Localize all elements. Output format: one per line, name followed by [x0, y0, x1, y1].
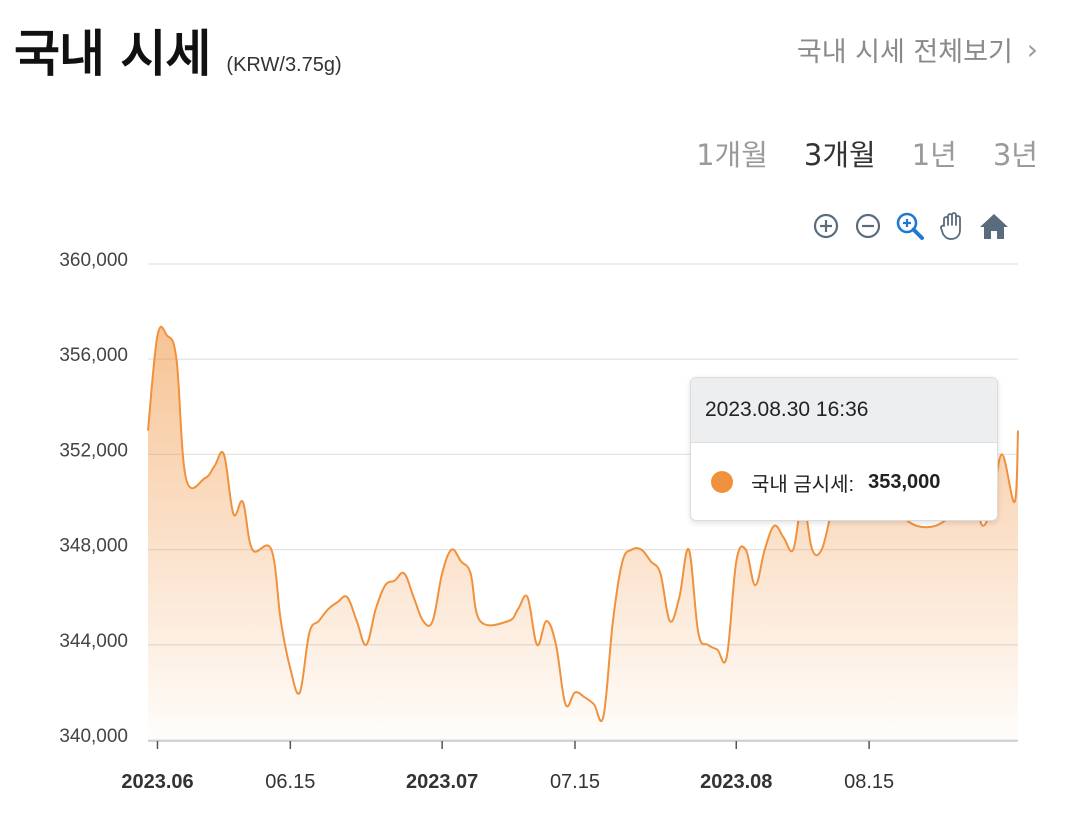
period-tabs: 1개월 3개월 1년 3년 [696, 132, 1038, 174]
tab-3-month[interactable]: 3개월 [803, 138, 876, 172]
tooltip-value: 353,000 [868, 470, 941, 493]
x-tick-label: 2023.06 [121, 771, 193, 793]
view-all-link[interactable]: 국내 시세 전체보기 › [797, 30, 1038, 69]
zoom-out-icon[interactable] [852, 210, 884, 242]
x-tick-label: 2023.07 [406, 771, 478, 793]
chevron-right-icon: › [1026, 33, 1038, 66]
page-title: 국내 시세 [14, 25, 211, 83]
x-tick-label: 06.15 [265, 771, 315, 793]
x-tick-label: 07.15 [550, 771, 600, 793]
series-area [148, 326, 1018, 740]
y-axis: 340,000 344,000 348,000 352,000 356,000 360,0… [59, 250, 128, 747]
y-tick-label: 356,000 [59, 345, 128, 366]
tooltip-label: 국내 금시세: [751, 473, 855, 496]
chart-toolbar [810, 210, 1010, 242]
y-tick-label: 340,000 [59, 726, 128, 747]
zoom-in-icon[interactable] [810, 210, 842, 242]
home-icon[interactable] [978, 210, 1010, 242]
view-all-label: 국내 시세 전체보기 [796, 37, 1013, 68]
chart-tooltip: 2023.08.30 16:36 국내 금시세: 353,000 [690, 377, 998, 521]
y-tick-label: 352,000 [59, 440, 128, 461]
y-tick-label: 344,000 [59, 631, 128, 652]
unit-label: (KRW/3.75g) [226, 54, 342, 76]
tab-1-year[interactable]: 1년 [911, 138, 957, 172]
x-tick-label: 2023.08 [700, 771, 772, 793]
pan-hand-icon[interactable] [936, 210, 968, 242]
series-dot [711, 471, 733, 493]
tooltip-date: 2023.08.30 16:36 [691, 378, 997, 443]
tab-3-year[interactable]: 3년 [992, 138, 1038, 172]
x-axis: 2023.06 06.15 2023.07 07.15 2023.08 08.15 [121, 740, 1018, 793]
zoom-select-icon[interactable] [894, 210, 926, 242]
x-tick-label: 08.15 [844, 771, 894, 793]
y-tick-label: 360,000 [59, 250, 128, 271]
tab-1-month[interactable]: 1개월 [696, 138, 768, 172]
tooltip-body: 국내 금시세: 353,000 [691, 443, 997, 520]
y-tick-label: 348,000 [59, 536, 128, 557]
title-row: 국내 시세 (KRW/3.75g) [14, 14, 342, 86]
